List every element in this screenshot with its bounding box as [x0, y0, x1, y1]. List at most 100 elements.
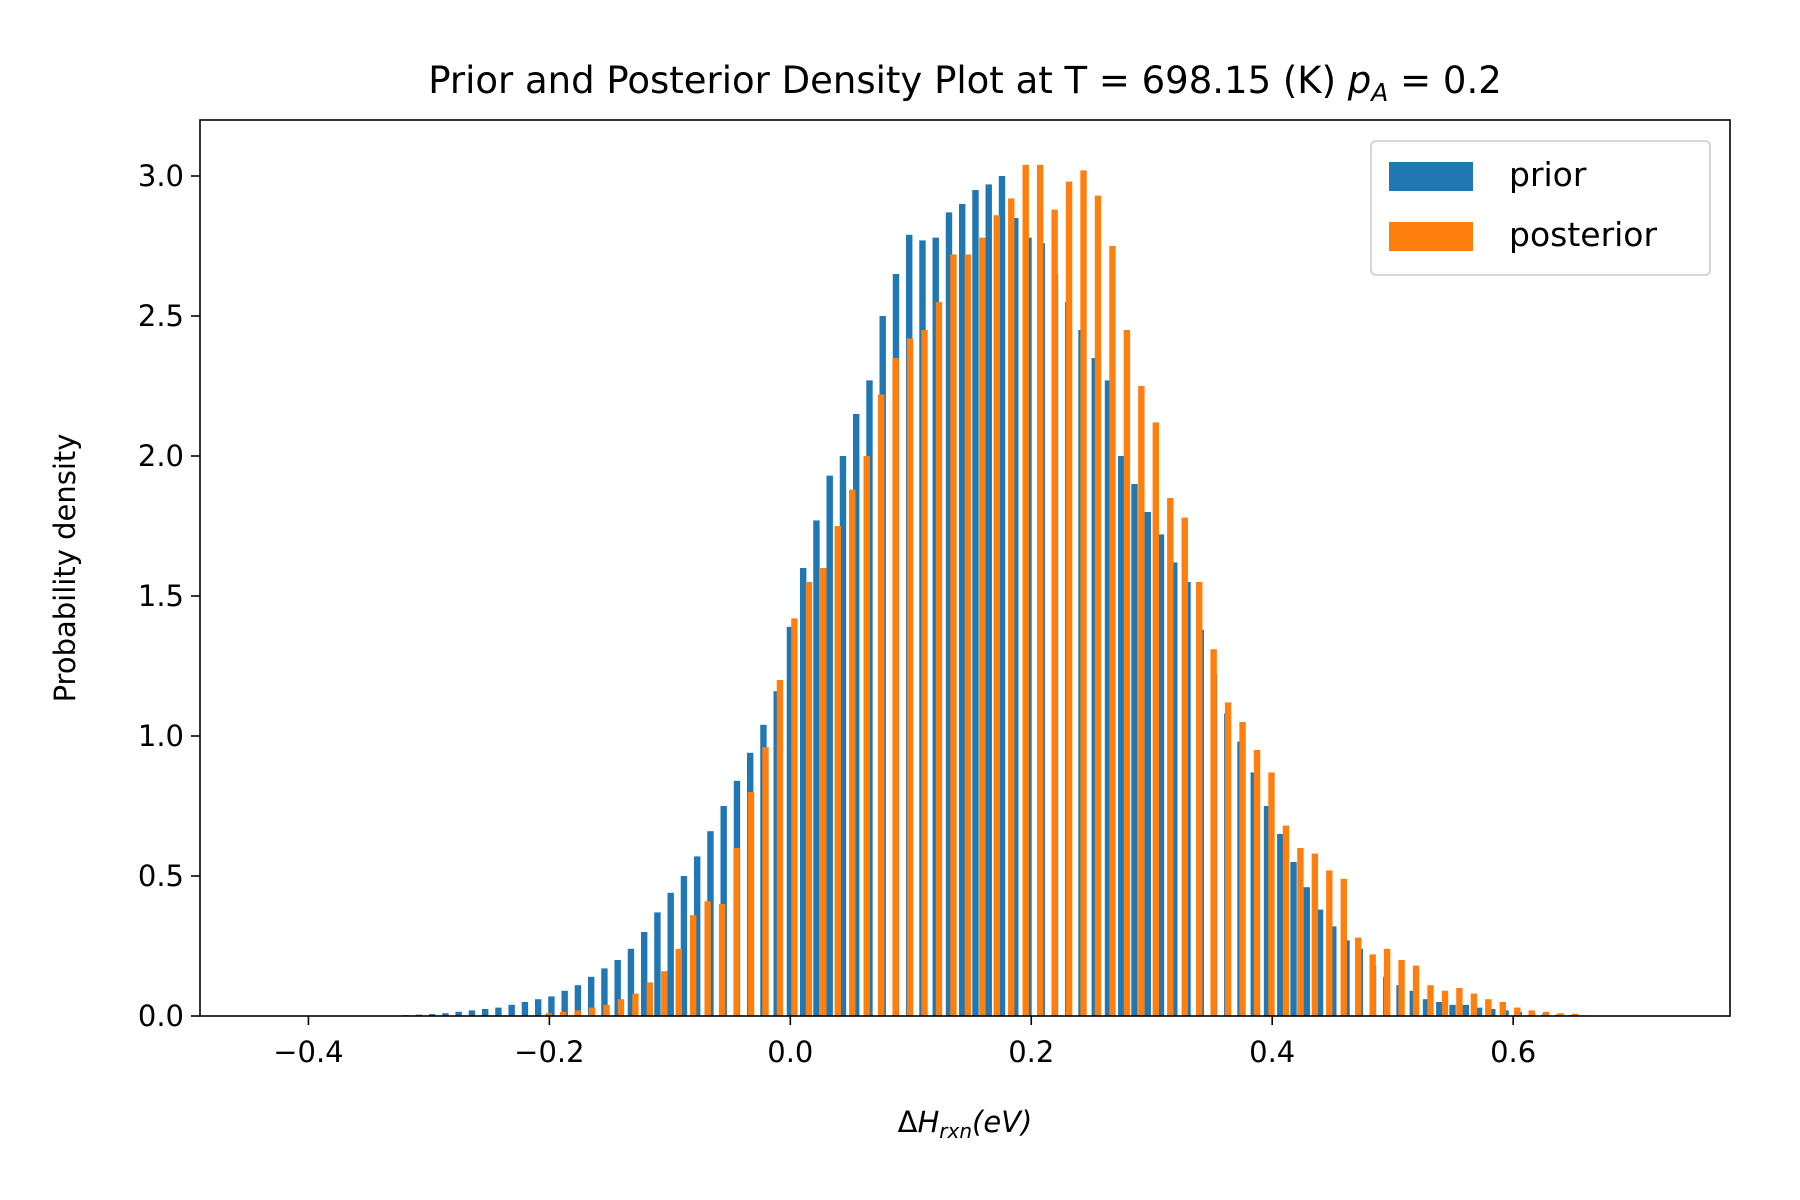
title-tail: = 0.2 — [1388, 59, 1501, 102]
prior-bar — [1290, 862, 1297, 1016]
legend-swatch-posterior — [1389, 222, 1473, 251]
chart-title: Prior and Posterior Density Plot at T = … — [428, 59, 1502, 107]
prior-bar — [773, 691, 780, 1016]
prior-bar — [1157, 534, 1165, 1016]
prior-bar — [455, 1011, 462, 1016]
prior-bar — [959, 204, 966, 1016]
posterior-bar — [617, 999, 625, 1016]
x-tick-label: −0.4 — [273, 1035, 343, 1069]
prior-bar — [1131, 484, 1138, 1016]
posterior-bar — [834, 526, 841, 1016]
x-label-delta: Δ — [898, 1105, 918, 1139]
prior-bar — [1263, 806, 1271, 1016]
posterior-bar — [545, 1013, 552, 1016]
posterior-bar — [675, 948, 682, 1016]
posterior-bar — [1239, 722, 1246, 1016]
x-label-symbol: H — [917, 1105, 939, 1139]
prior-bar — [587, 976, 595, 1016]
x-ticks: −0.4 −0.2 0.0 0.2 0.4 0.6 — [273, 1016, 1536, 1069]
posterior-bar — [632, 993, 639, 1016]
posterior-bar — [1094, 195, 1102, 1017]
prior-bar — [839, 456, 847, 1016]
posterior-bar — [1456, 988, 1463, 1016]
prior-bar — [945, 212, 953, 1016]
posterior-bar — [661, 971, 668, 1016]
posterior-bar — [1369, 954, 1376, 1016]
posterior-bar — [1514, 1007, 1521, 1016]
posterior-bar — [603, 1004, 610, 1016]
prior-bar — [521, 1002, 529, 1016]
posterior-bar — [1224, 702, 1232, 1016]
prior-bar — [601, 968, 608, 1016]
posterior-bar — [1542, 1011, 1550, 1016]
prior-bar — [627, 948, 635, 1016]
posterior-bar — [950, 254, 957, 1016]
posterior-bar — [1051, 209, 1058, 1017]
plot-frame — [199, 119, 1731, 1017]
x-label-subscript: rxn — [939, 1119, 972, 1143]
prior-bar — [1118, 456, 1125, 1016]
prior-bar — [693, 856, 701, 1016]
posterior-bar — [1470, 993, 1478, 1016]
prior-bar — [534, 999, 542, 1016]
prior-bar — [998, 176, 1006, 1016]
prior-bar — [1303, 887, 1310, 1016]
legend-label-prior: prior — [1509, 155, 1587, 194]
title-main: Prior and Posterior Density Plot at T = … — [428, 59, 1348, 102]
posterior-bar — [1528, 1010, 1535, 1016]
prior-bar — [667, 892, 674, 1016]
prior-bar — [972, 190, 979, 1016]
prior-bar — [1449, 1004, 1456, 1016]
prior-bar — [442, 1013, 449, 1016]
x-tick-label: 0.2 — [1008, 1035, 1054, 1069]
bars-group — [402, 164, 1589, 1017]
prior-bar — [1462, 1004, 1469, 1016]
posterior-bar — [892, 358, 899, 1016]
x-tick-label: 0.0 — [767, 1035, 813, 1069]
posterior-bar — [1008, 198, 1015, 1016]
prior-bar — [1171, 562, 1178, 1016]
prior-bar — [654, 912, 661, 1016]
prior-bar — [1091, 358, 1098, 1016]
prior-bar — [1330, 926, 1337, 1016]
posterior-bar — [1499, 1002, 1506, 1016]
posterior-bar — [1181, 517, 1188, 1016]
posterior-bar — [1196, 582, 1203, 1016]
posterior-bar — [762, 747, 769, 1016]
posterior-bar — [1398, 960, 1405, 1016]
prior-bar — [786, 626, 794, 1016]
posterior-bar — [1036, 164, 1044, 1017]
posterior-bar — [1080, 170, 1087, 1016]
posterior-bar — [805, 582, 813, 1016]
posterior-bar — [1065, 181, 1073, 1017]
prior-bar — [853, 414, 860, 1016]
posterior-bar — [1109, 246, 1116, 1016]
posterior-bar — [1311, 853, 1319, 1016]
posterior-bar — [1340, 878, 1347, 1016]
posterior-bar — [588, 1007, 596, 1016]
posterior-bar — [935, 302, 943, 1016]
y-tick-label: 2.5 — [138, 299, 184, 333]
y-tick-label: 3.0 — [138, 159, 184, 193]
prior-bar — [1436, 1002, 1443, 1016]
prior-bar — [508, 1004, 515, 1016]
prior-bar — [932, 237, 939, 1017]
prior-bar — [574, 985, 582, 1016]
title-symbol: p — [1347, 59, 1372, 102]
legend-swatch-prior — [1389, 162, 1473, 191]
prior-bar — [495, 1007, 502, 1016]
prior-bar — [428, 1014, 436, 1016]
prior-bar — [1475, 1007, 1483, 1016]
posterior-bar — [1210, 649, 1217, 1016]
prior-bar — [1104, 380, 1112, 1016]
posterior-bar — [1485, 999, 1492, 1016]
prior-bar — [640, 932, 648, 1016]
posterior-bar — [877, 394, 885, 1016]
legend: prior posterior — [1370, 140, 1711, 276]
posterior-bar — [718, 904, 726, 1016]
prior-bar — [1316, 909, 1324, 1016]
posterior-bar — [1123, 330, 1131, 1016]
posterior-bar — [1412, 965, 1420, 1016]
x-label-tail: (eV) — [972, 1105, 1032, 1139]
prior-bar — [548, 996, 555, 1016]
